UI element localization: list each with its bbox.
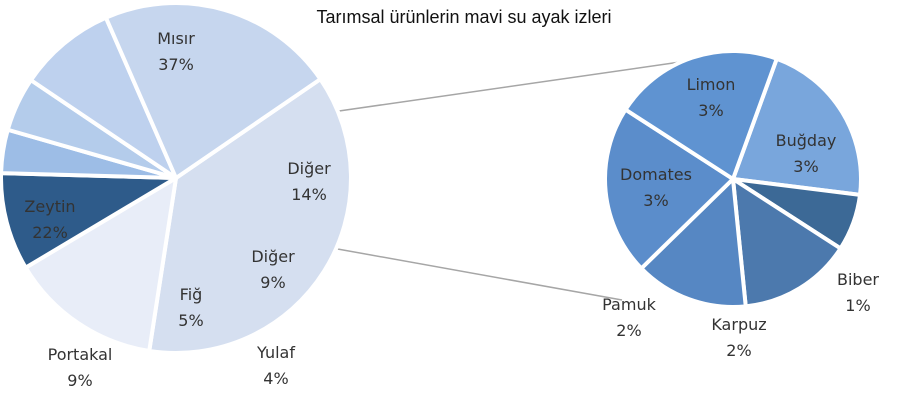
- main-value-label-misir-0: 37%: [158, 55, 194, 74]
- main-slice-diger-1: [23, 176, 178, 353]
- main-value-label-zeytin-6: 22%: [32, 223, 68, 242]
- main-label-portakal-5: Portakal: [48, 345, 113, 364]
- main-label-fig-4: Fiğ: [180, 285, 203, 304]
- secondary-label-domates-4: Domates: [620, 165, 692, 184]
- secondary-value-label-pamuk-3: 2%: [616, 321, 641, 340]
- secondary-label-karpuz-2: Karpuz: [711, 315, 766, 334]
- main-label-diger-2: Diğer: [251, 247, 295, 266]
- secondary-slice-domates-4: [603, 107, 735, 271]
- secondary-value-label-bugday-0: 3%: [793, 157, 818, 176]
- secondary-slice-pamuk-3: [639, 177, 748, 309]
- chart-title: Tarımsal ürünlerin mavi su ayak izleri: [316, 7, 611, 27]
- secondary-label-bugday-0: Buğday: [776, 131, 837, 150]
- secondary-slice-karpuz-2: [731, 177, 843, 309]
- secondary-value-label-limon-5: 3%: [698, 101, 723, 120]
- connector-line-bottom: [331, 247, 623, 301]
- main-value-label-diger-1: 14%: [291, 185, 327, 204]
- main-label-zeytin-6: Zeytin: [24, 197, 75, 216]
- main-label-diger-1: Diğer: [287, 159, 331, 178]
- main-pie: [0, 1, 353, 355]
- secondary-label-pamuk-3: Pamuk: [602, 295, 656, 314]
- main-slice-misir-0: [147, 77, 353, 355]
- secondary-slice-limon-5: [623, 49, 779, 181]
- main-label-yulaf-3: Yulaf: [256, 343, 295, 362]
- main-value-label-diger-2: 9%: [260, 273, 285, 292]
- main-value-label-yulaf-3: 4%: [263, 369, 288, 388]
- connector-line-top: [331, 59, 695, 113]
- secondary-label-biber-1: Biber: [837, 270, 879, 289]
- main-value-label-portakal-5: 9%: [67, 371, 92, 390]
- secondary-pie: [603, 49, 863, 309]
- slice-labels: Mısır 37% Diğer 14% Diğer 9% Yulaf 4% Fiğ 5% Porta…: [24, 29, 879, 390]
- secondary-value-label-domates-4: 3%: [643, 191, 668, 210]
- main-slice-zeytin-6: [103, 1, 323, 180]
- secondary-value-label-karpuz-2: 2%: [726, 341, 751, 360]
- main-label-misir-0: Mısır: [157, 29, 195, 48]
- secondary-value-label-biber-1: 1%: [845, 296, 870, 315]
- main-value-label-fig-4: 5%: [178, 311, 203, 330]
- secondary-label-limon-5: Limon: [687, 75, 736, 94]
